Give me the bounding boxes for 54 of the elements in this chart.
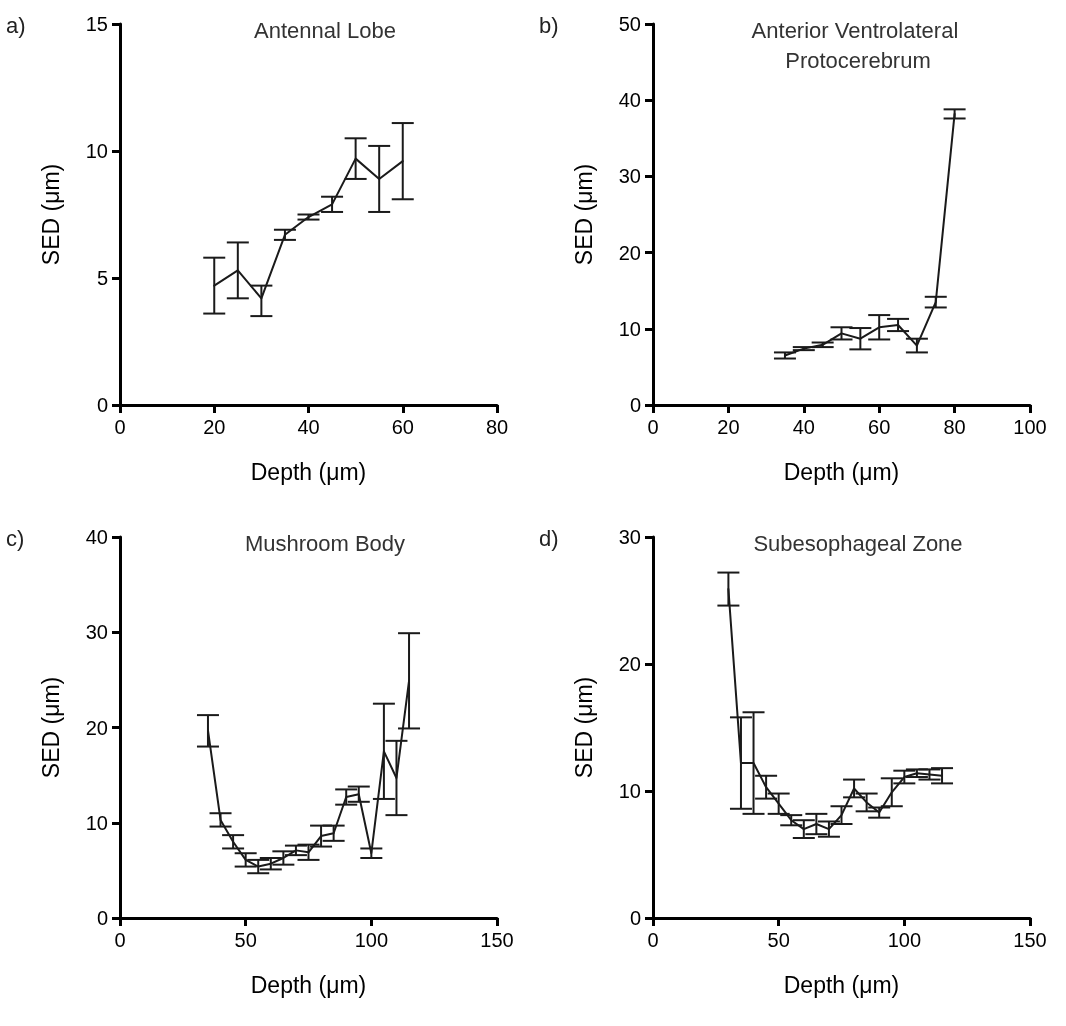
x-axis-title: Depth (μm) (250, 971, 367, 998)
y-tick-label: 40 (85, 526, 108, 548)
y-tick-label: 20 (618, 653, 641, 675)
text: b) (539, 12, 559, 38)
y-axis-title: SED (μm) (37, 163, 64, 266)
x-tick-label: 0 (114, 416, 126, 438)
x-tick-label: 40 (297, 416, 320, 438)
y-axis-title: SED (μm) (570, 163, 597, 266)
y-tick-label: 30 (618, 165, 641, 188)
y-tick-label: 30 (85, 621, 108, 644)
y-axis-title: SED (μm) (570, 676, 597, 779)
x-tick-label: 50 (767, 929, 790, 951)
x-tick-label: 0 (647, 416, 659, 438)
y-tick-label: 15 (85, 13, 108, 35)
x-tick-label: 80 (943, 416, 966, 438)
x-tick-label: 100 (887, 929, 922, 951)
y-tick-label: 20 (618, 241, 641, 264)
x-tick-label: 100 (1013, 416, 1047, 438)
x-tick-label: 0 (114, 929, 126, 951)
text: c) (6, 525, 25, 551)
x-tick-label: 150 (1013, 929, 1047, 951)
x-tick-label: 100 (354, 929, 389, 951)
text: d) (539, 525, 559, 551)
y-tick-label: 10 (85, 140, 108, 162)
chart-title: Anterior Ventrolateral Protocerebrum (751, 17, 965, 73)
y-tick-label: 40 (618, 89, 641, 112)
x-tick-label: 60 (868, 416, 891, 438)
y-tick-label: 0 (96, 907, 108, 929)
chart-title: Mushroom Body (244, 530, 406, 556)
y-tick-label: 0 (96, 394, 108, 416)
x-tick-label: 60 (391, 416, 414, 438)
x-tick-label: 150 (480, 929, 514, 951)
y-tick-label: 30 (618, 526, 641, 548)
y-tick-label: 0 (629, 394, 641, 416)
y-tick-label: 20 (85, 716, 108, 739)
x-tick-label: 20 (203, 416, 226, 438)
y-tick-label: 5 (96, 267, 108, 289)
chart-title: Subesophageal Zone (753, 530, 963, 556)
y-tick-label: 0 (629, 907, 641, 929)
y-tick-label: 50 (618, 13, 641, 35)
x-axis-title: Depth (μm) (783, 971, 900, 998)
chart-title: Antennal Lobe (254, 17, 396, 43)
y-tick-label: 10 (85, 811, 108, 834)
x-tick-label: 0 (647, 929, 659, 951)
x-tick-label: 40 (792, 416, 815, 438)
text: a) (6, 12, 26, 38)
y-tick-label: 10 (618, 317, 641, 340)
x-tick-label: 80 (485, 416, 509, 438)
x-axis-title: Depth (μm) (783, 458, 900, 485)
y-axis-title: SED (μm) (37, 676, 64, 779)
x-tick-label: 50 (234, 929, 257, 951)
y-tick-label: 10 (618, 780, 641, 802)
x-tick-label: 20 (717, 416, 740, 438)
x-axis-title: Depth (μm) (250, 458, 367, 485)
